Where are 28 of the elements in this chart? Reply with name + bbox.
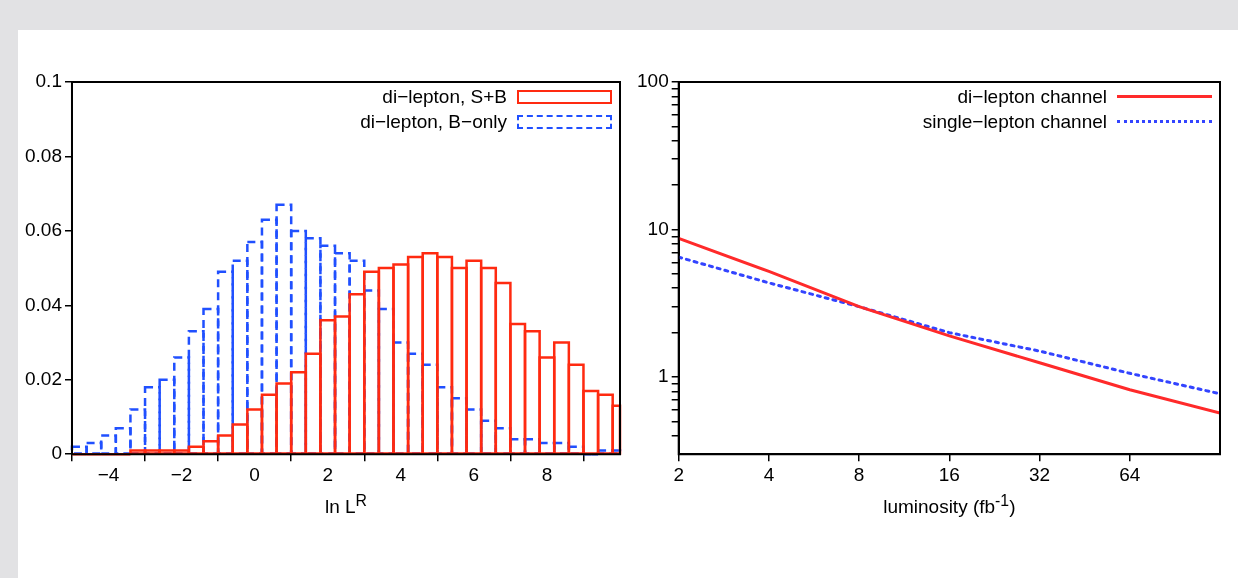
x-tick-label: 16: [938, 463, 960, 485]
legend-label: di−lepton, B−only: [360, 110, 507, 134]
x-tick-label: −4: [97, 463, 120, 485]
y-tick-label: 10: [647, 217, 669, 239]
y-tick-label: 0.04: [25, 293, 63, 315]
x-tick-label: 2: [673, 463, 684, 485]
y-tick-label: 1: [658, 365, 669, 387]
x-tick-label: 4: [763, 463, 775, 485]
x-axis-title: ln L$^{R}$: [323, 492, 368, 519]
legend-label: di−lepton channel: [957, 85, 1107, 109]
y-tick-label: 0.06: [25, 219, 62, 241]
x-tick-label: 6: [468, 463, 480, 485]
x-tick-label: 32: [1029, 463, 1051, 485]
x-tick-label: 8: [853, 463, 865, 485]
x-tick-label: 64: [1119, 463, 1141, 485]
y-tick-label: 0.08: [25, 144, 62, 166]
x-tick-label: −2: [170, 463, 193, 485]
y-tick-label: 0.1: [35, 70, 62, 92]
x-tick-label: 0: [249, 463, 260, 485]
y-tick-label: 100: [637, 70, 669, 92]
legend-label: single−lepton channel: [922, 110, 1107, 134]
x-axis-title: luminosity (fb$^{-1}$): [882, 492, 1017, 519]
x-tick-label: 4: [395, 463, 407, 485]
x-tick-label: 8: [541, 463, 553, 485]
y-tick-label: 0.02: [25, 367, 62, 389]
legend-label: di−lepton, S+B: [382, 85, 507, 109]
y-tick-label: 0: [51, 442, 62, 464]
x-tick-label: 2: [322, 463, 334, 485]
